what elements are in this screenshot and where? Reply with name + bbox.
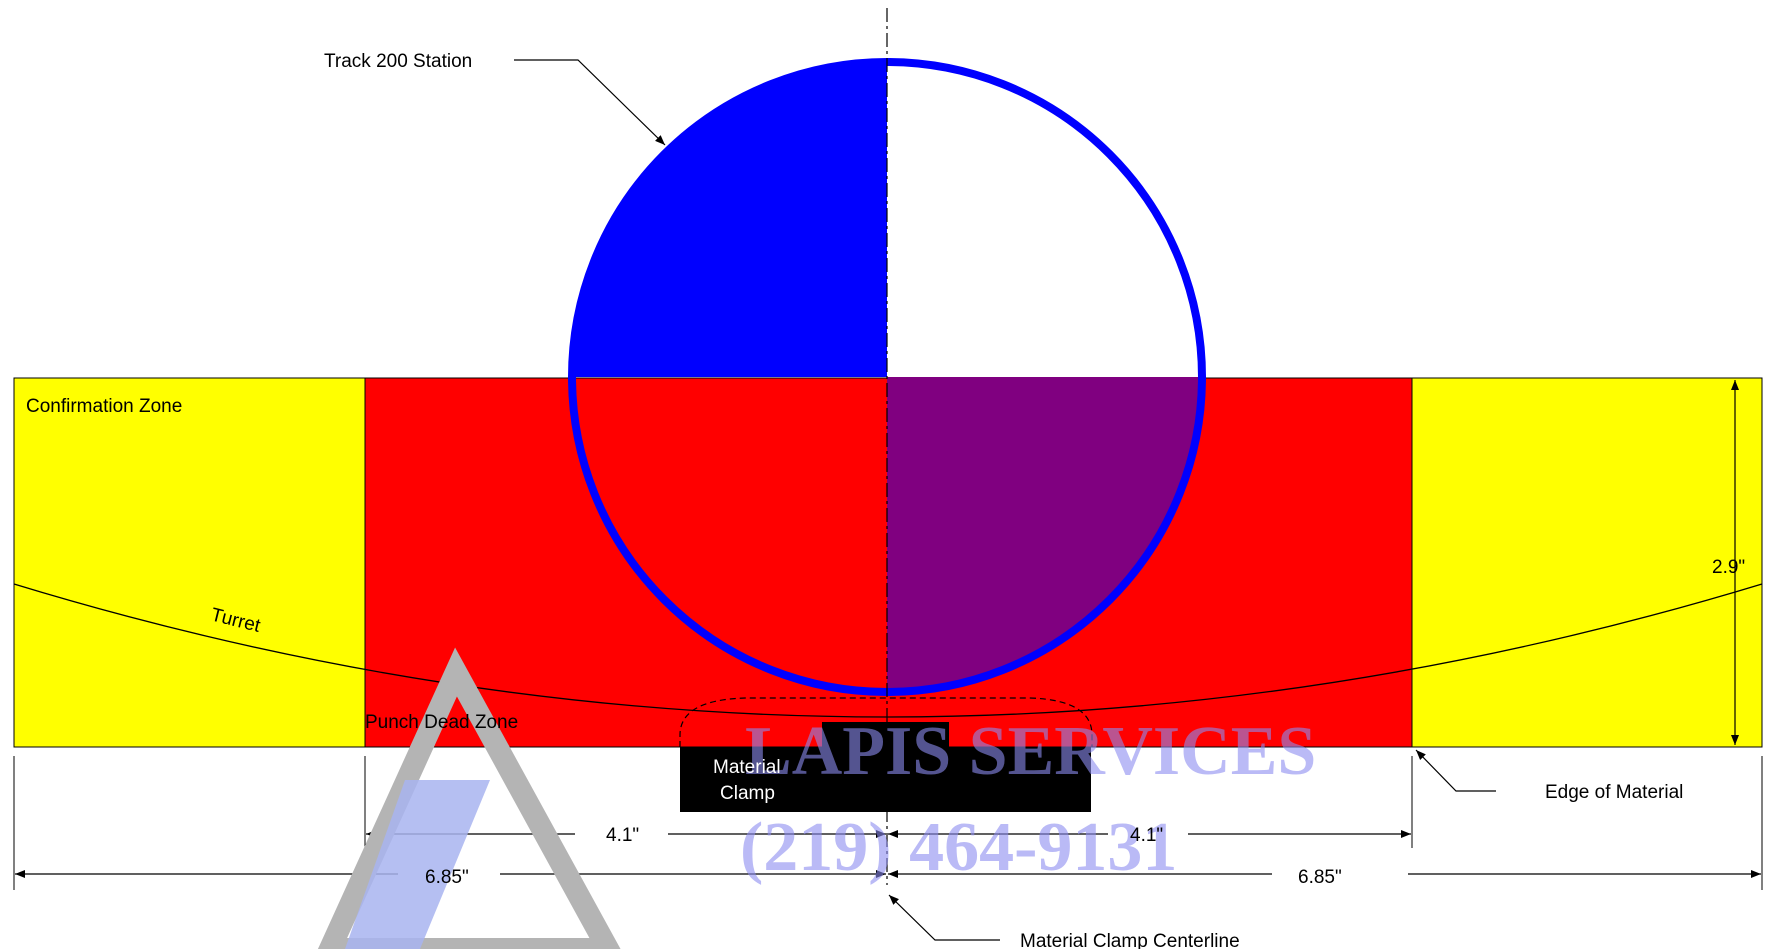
- overall-left-value: 6.85": [425, 867, 469, 888]
- material-clamp-label-line1: Material: [713, 757, 781, 778]
- confirmation-zone-label: Confirmation Zone: [26, 396, 182, 417]
- clamp-outline: [679, 697, 1093, 747]
- overall-right-value: 6.85": [1298, 867, 1342, 888]
- clamp-centerline-label: Material Clamp Centerline: [1020, 931, 1240, 949]
- edge-of-material-label: Edge of Material: [1545, 782, 1683, 803]
- station-overlap-quadrant: [887, 377, 1202, 692]
- edge-leader: [1415, 749, 1496, 792]
- dead-zone-left-value: 4.1": [606, 825, 639, 846]
- watermark: LAPIS SERVICES (219) 464-9131: [317, 647, 1316, 949]
- station-leader: [514, 59, 666, 146]
- watermark-logo-slash: [345, 780, 490, 949]
- confirmation-zone-left: [13, 377, 366, 748]
- punch-dead-zone-label: Punch Dead Zone: [365, 712, 518, 733]
- centerline-leader: [888, 894, 1000, 941]
- clamp-tab: [822, 722, 949, 750]
- confirmation-zone-right: [1411, 377, 1763, 748]
- watermark-phone: (219) 464-9131: [740, 809, 1177, 886]
- material-clamp: [680, 747, 1091, 812]
- dead-zone-right-value: 4.1": [1130, 825, 1163, 846]
- station-blue-quadrant: [572, 62, 887, 377]
- height-dimension-value: 2.9": [1712, 557, 1745, 578]
- material-clamp-label-line2: Clamp: [720, 783, 775, 804]
- watermark-company: LAPIS SERVICES: [745, 713, 1316, 790]
- track-station-label: Track 200 Station: [324, 51, 472, 72]
- watermark-logo-triangle: [317, 647, 621, 949]
